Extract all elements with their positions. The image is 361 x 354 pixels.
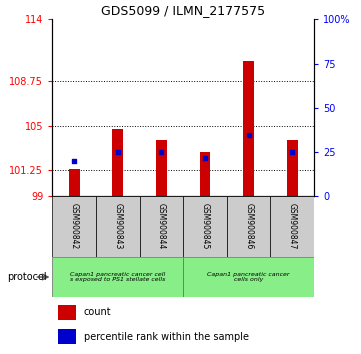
Text: Capan1 pancreatic cancer
cells only: Capan1 pancreatic cancer cells only xyxy=(207,272,290,282)
Bar xyxy=(183,257,314,297)
Text: GSM900842: GSM900842 xyxy=(70,204,79,250)
Text: GSM900847: GSM900847 xyxy=(288,203,297,250)
Text: GSM900846: GSM900846 xyxy=(244,203,253,250)
Bar xyxy=(69,169,80,196)
Bar xyxy=(270,196,314,257)
Point xyxy=(158,149,164,155)
Bar xyxy=(183,196,227,257)
Bar xyxy=(96,196,140,257)
Bar xyxy=(287,140,298,196)
Text: GSM900845: GSM900845 xyxy=(200,203,209,250)
Bar xyxy=(57,329,76,344)
Bar xyxy=(243,61,254,196)
Point xyxy=(290,149,295,155)
Text: GSM900844: GSM900844 xyxy=(157,203,166,250)
Bar xyxy=(52,196,96,257)
Bar xyxy=(200,152,210,196)
Point xyxy=(71,158,77,164)
Bar xyxy=(57,305,76,320)
Point xyxy=(246,132,252,137)
Bar xyxy=(140,196,183,257)
Bar xyxy=(227,196,270,257)
Point xyxy=(202,155,208,160)
Bar xyxy=(112,129,123,196)
Text: Capan1 pancreatic cancer cell
s exposed to PS1 stellate cells: Capan1 pancreatic cancer cell s exposed … xyxy=(70,272,165,282)
Text: protocol: protocol xyxy=(7,272,47,282)
Bar xyxy=(52,257,183,297)
Text: count: count xyxy=(84,307,112,317)
Title: GDS5099 / ILMN_2177575: GDS5099 / ILMN_2177575 xyxy=(101,4,265,17)
Text: percentile rank within the sample: percentile rank within the sample xyxy=(84,332,249,342)
Text: GSM900843: GSM900843 xyxy=(113,203,122,250)
Point xyxy=(115,149,121,155)
Bar xyxy=(156,140,167,196)
